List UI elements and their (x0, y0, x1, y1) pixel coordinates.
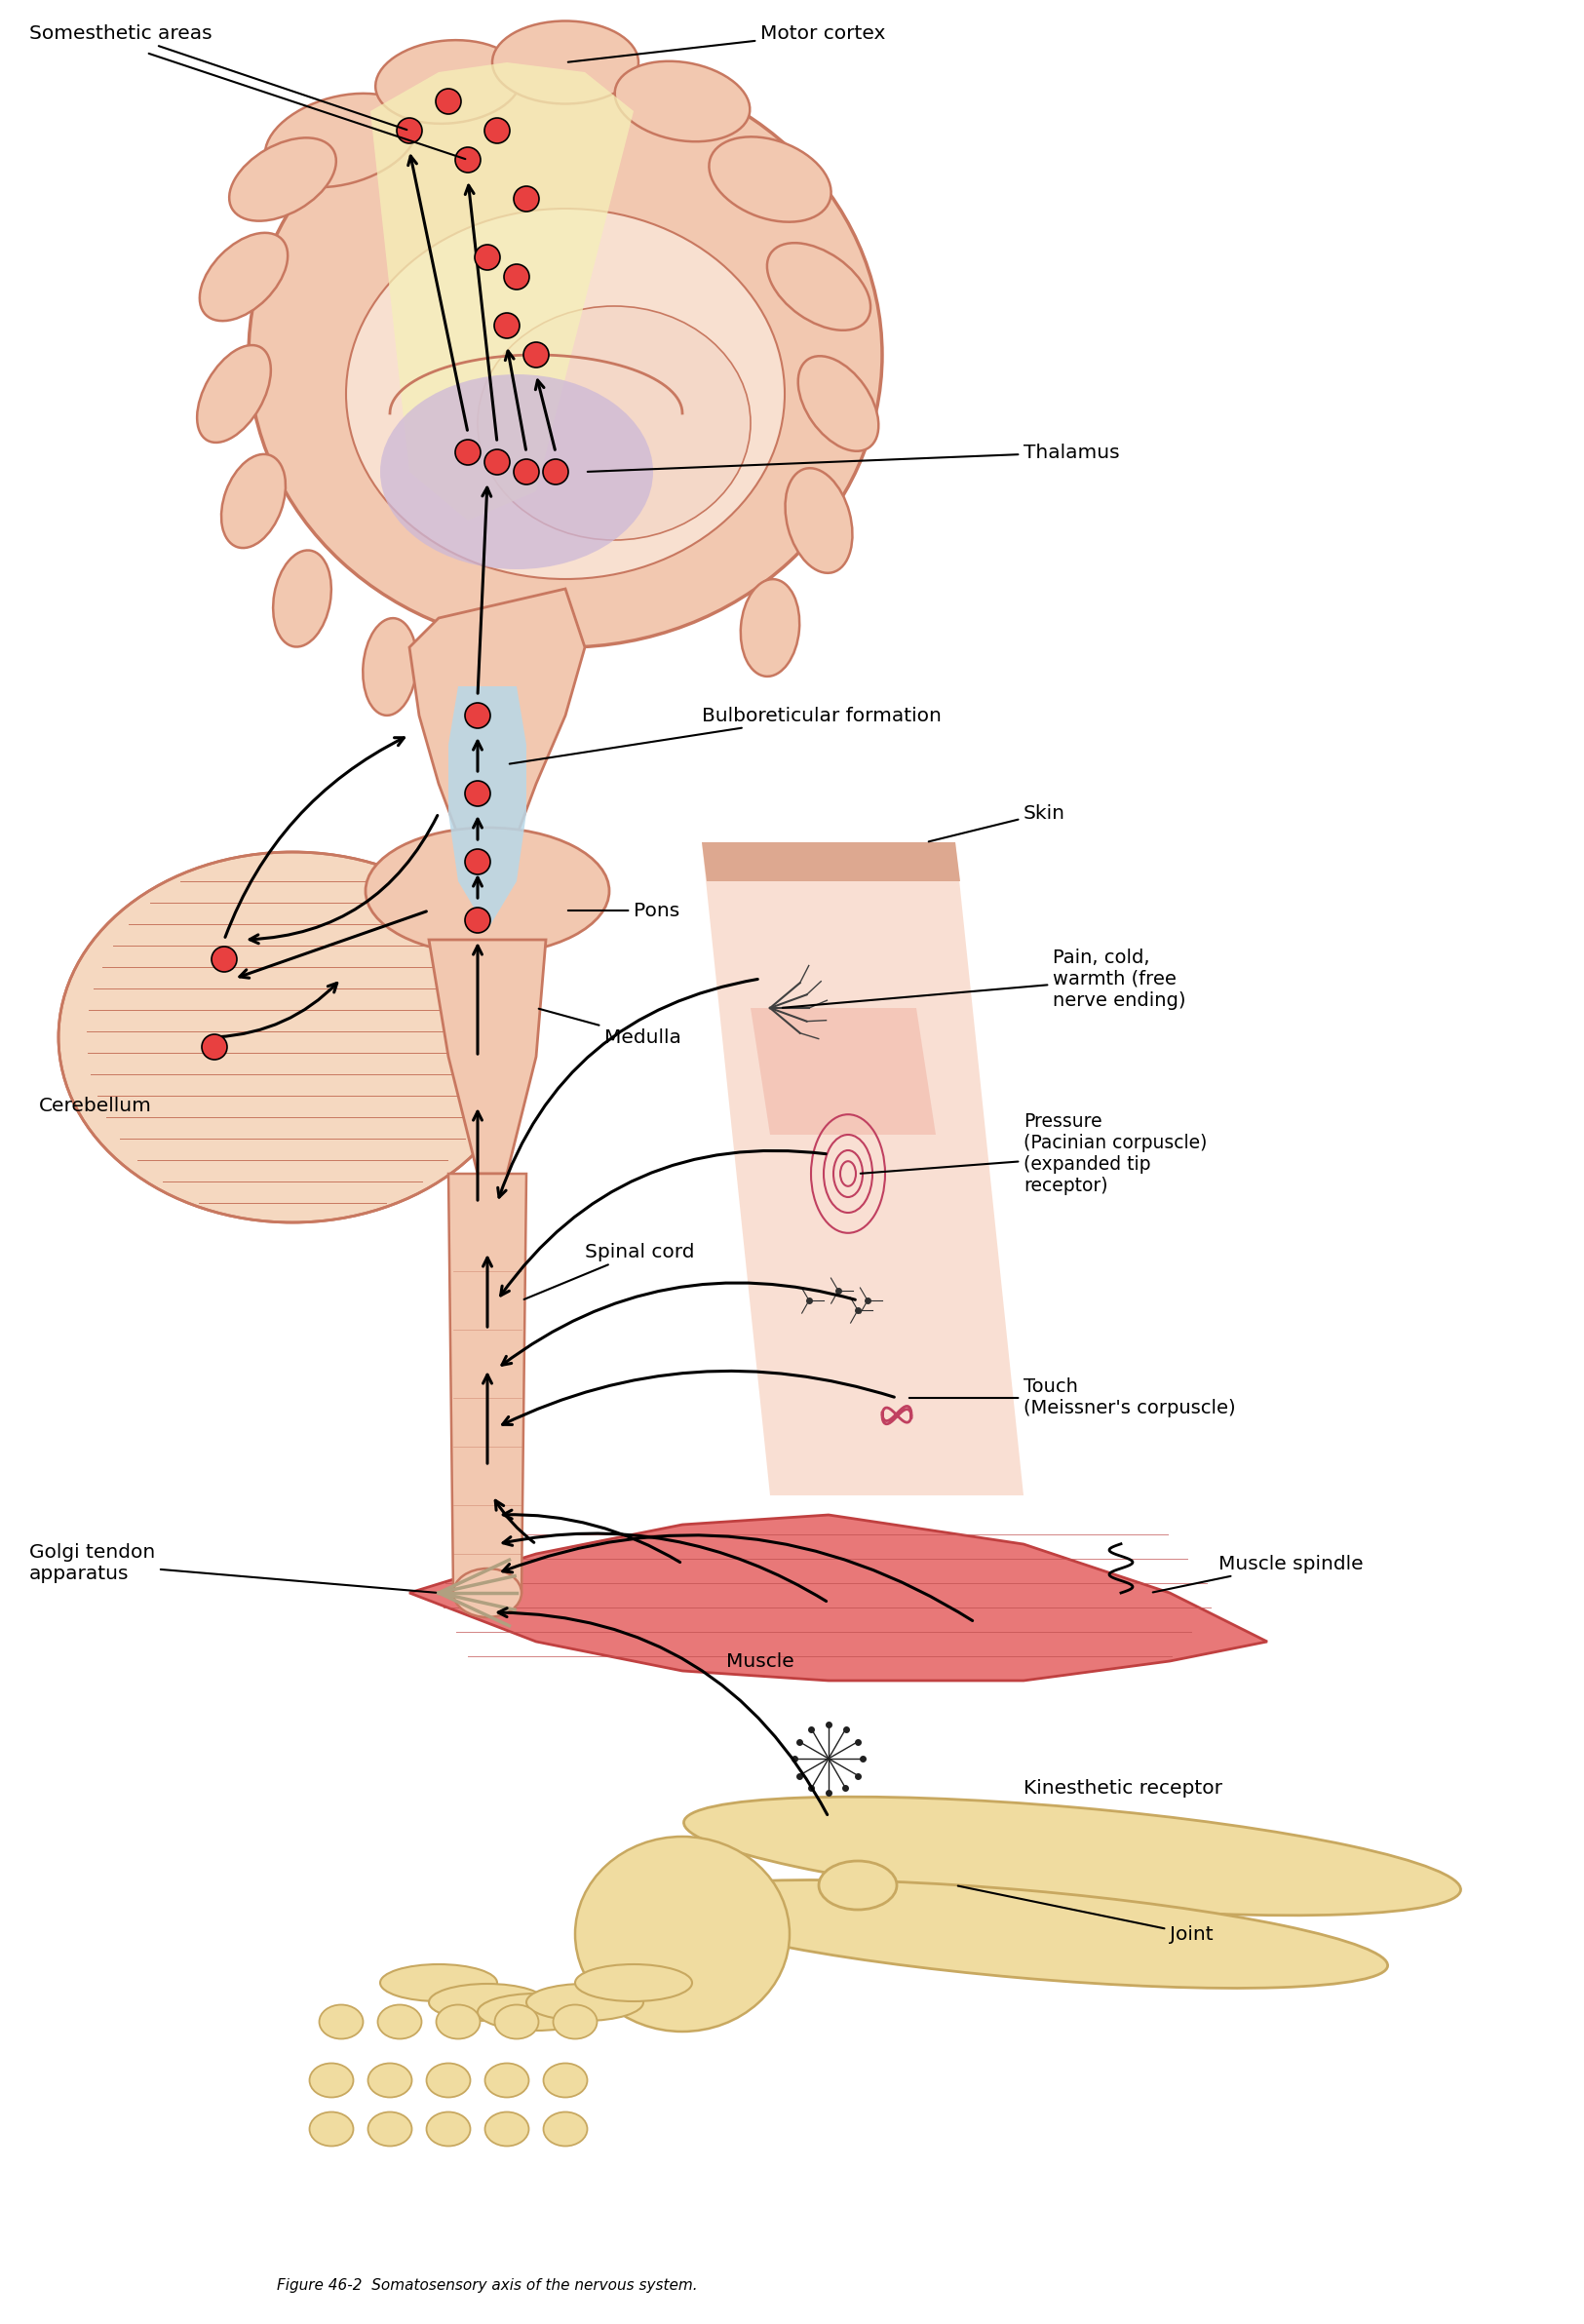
Text: Touch
(Meissner's corpuscle): Touch (Meissner's corpuscle) (909, 1378, 1236, 1418)
Ellipse shape (230, 137, 336, 221)
Text: Joint: Joint (958, 1885, 1213, 1943)
Ellipse shape (222, 453, 285, 548)
Ellipse shape (429, 1985, 546, 2022)
Polygon shape (448, 1174, 526, 1592)
Ellipse shape (553, 2006, 597, 2038)
Circle shape (436, 88, 461, 114)
Circle shape (466, 781, 491, 806)
Ellipse shape (367, 2113, 412, 2145)
Circle shape (201, 1034, 227, 1060)
Ellipse shape (380, 1964, 497, 2001)
Text: Golgi tendon
apparatus: Golgi tendon apparatus (29, 1543, 436, 1592)
Ellipse shape (345, 209, 784, 579)
Text: Muscle spindle: Muscle spindle (1153, 1555, 1364, 1592)
Text: Skin: Skin (928, 804, 1066, 841)
Ellipse shape (320, 2006, 363, 2038)
Text: Bulboreticular formation: Bulboreticular formation (510, 706, 941, 765)
Circle shape (523, 342, 548, 367)
Ellipse shape (375, 40, 521, 123)
Ellipse shape (436, 2006, 480, 2038)
Text: Spinal cord: Spinal cord (524, 1243, 694, 1299)
Ellipse shape (59, 853, 526, 1222)
Ellipse shape (272, 551, 331, 646)
Text: Muscle: Muscle (727, 1652, 794, 1671)
Ellipse shape (526, 1985, 643, 2022)
Ellipse shape (249, 63, 882, 648)
Text: Motor cortex: Motor cortex (569, 23, 885, 63)
Text: Medulla: Medulla (539, 1009, 681, 1046)
Ellipse shape (309, 2064, 353, 2096)
Polygon shape (409, 1515, 1267, 1680)
Circle shape (485, 119, 510, 144)
Ellipse shape (741, 579, 800, 676)
Polygon shape (702, 841, 960, 881)
Ellipse shape (786, 467, 852, 574)
Ellipse shape (798, 356, 879, 451)
Ellipse shape (200, 232, 288, 321)
Circle shape (485, 449, 510, 474)
Ellipse shape (380, 374, 653, 569)
Circle shape (494, 314, 520, 339)
Ellipse shape (367, 2064, 412, 2096)
Text: Kinesthetic receptor: Kinesthetic receptor (1023, 1778, 1223, 1796)
Ellipse shape (366, 827, 610, 955)
Ellipse shape (478, 1994, 594, 2031)
Circle shape (455, 439, 480, 465)
Ellipse shape (485, 2113, 529, 2145)
Polygon shape (371, 63, 634, 521)
Text: Cerebellum: Cerebellum (40, 1097, 152, 1116)
Ellipse shape (265, 93, 417, 188)
Text: Figure 46-2  Somatosensory axis of the nervous system.: Figure 46-2 Somatosensory axis of the ne… (277, 2278, 697, 2291)
Ellipse shape (684, 1796, 1460, 1915)
Ellipse shape (767, 244, 871, 330)
Ellipse shape (493, 21, 638, 105)
Ellipse shape (377, 2006, 421, 2038)
Circle shape (466, 909, 491, 932)
Polygon shape (751, 1009, 936, 1134)
Ellipse shape (485, 2064, 529, 2096)
Circle shape (513, 460, 539, 483)
Ellipse shape (575, 1836, 789, 2031)
Text: Somesthetic areas: Somesthetic areas (29, 23, 407, 130)
Ellipse shape (659, 1880, 1388, 1987)
Circle shape (466, 702, 491, 727)
Circle shape (504, 265, 529, 290)
Circle shape (543, 460, 569, 483)
Polygon shape (702, 841, 1023, 1494)
Circle shape (455, 146, 480, 172)
Circle shape (212, 946, 238, 971)
Ellipse shape (575, 1964, 692, 2001)
Polygon shape (409, 588, 584, 862)
Text: Thalamus: Thalamus (588, 444, 1120, 472)
Circle shape (466, 848, 491, 874)
Ellipse shape (478, 307, 751, 539)
Ellipse shape (426, 2113, 470, 2145)
Text: Pain, cold,
warmth (free
nerve ending): Pain, cold, warmth (free nerve ending) (782, 948, 1186, 1009)
Text: Pons: Pons (569, 902, 680, 920)
Ellipse shape (363, 618, 417, 716)
Ellipse shape (615, 60, 749, 142)
Ellipse shape (543, 2113, 588, 2145)
Polygon shape (429, 939, 546, 1174)
Circle shape (396, 119, 421, 144)
Circle shape (475, 244, 501, 270)
Ellipse shape (543, 2064, 588, 2096)
Ellipse shape (710, 137, 832, 221)
Polygon shape (448, 686, 526, 930)
Ellipse shape (819, 1862, 897, 1910)
Ellipse shape (453, 1569, 521, 1618)
Ellipse shape (309, 2113, 353, 2145)
Ellipse shape (196, 346, 271, 442)
Ellipse shape (426, 2064, 470, 2096)
Text: Pressure
(Pacinian corpuscle)
(expanded tip
receptor): Pressure (Pacinian corpuscle) (expanded … (860, 1113, 1207, 1195)
Ellipse shape (494, 2006, 539, 2038)
Circle shape (513, 186, 539, 211)
